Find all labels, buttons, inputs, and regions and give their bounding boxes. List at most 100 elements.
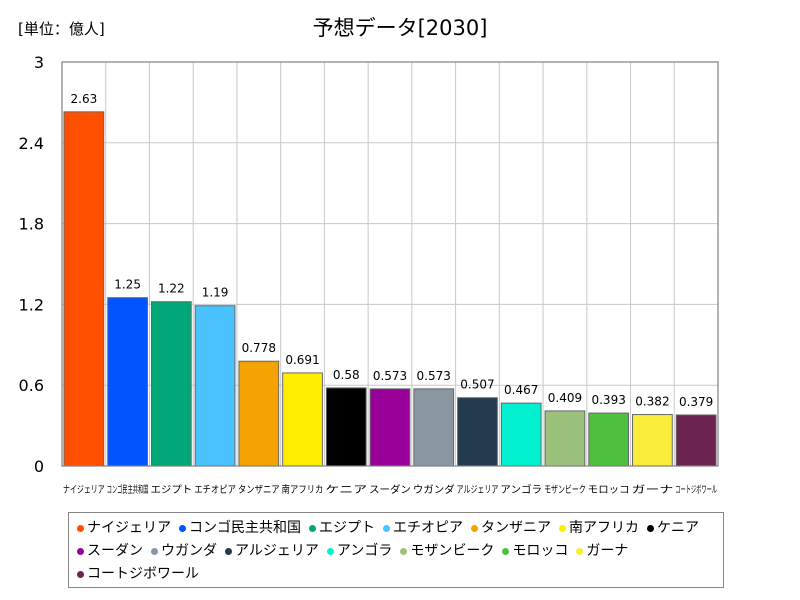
bar-value-label: 0.573: [373, 369, 407, 383]
legend-swatch: [77, 548, 84, 555]
bar: [282, 372, 323, 467]
legend-label: タンザニア: [481, 520, 551, 536]
x-tick-label: スーダン: [369, 483, 411, 496]
legend-item: タンザニア: [471, 519, 551, 538]
legend-label: アンゴラ: [336, 543, 393, 559]
legend-label: ナイジェリア: [87, 520, 171, 536]
legend-item: ケニア: [647, 519, 699, 538]
legend-item: 南アフリカ: [559, 519, 639, 538]
x-tick-label: ナイジェリア: [63, 484, 105, 496]
legend: ナイジェリア コンゴ民主共和国 エジプト エチオピア タンザニア 南アフリカ ケニアスーダン…: [68, 512, 724, 588]
legend-swatch: [225, 548, 232, 555]
bar-chart: 0 0.6 1.2 1.8 2.4 3 2.63 ナイジェリア 1.25 コンゴ民主共和国 1.22…: [19, 53, 719, 496]
bar: [588, 412, 630, 467]
bar: [107, 297, 148, 467]
bar-value-label: 0.379: [679, 395, 713, 409]
bar: [413, 388, 455, 467]
bar-value-label: 1.19: [202, 286, 229, 300]
legend-item: アンゴラ: [326, 542, 393, 561]
x-tick-label: ケニア: [325, 484, 367, 496]
bar: [457, 397, 498, 467]
y-tick-label: 0: [34, 457, 44, 476]
bar: [325, 387, 367, 467]
y-tick-label: 1.2: [19, 295, 44, 314]
unit-label: [単位：億人]: [18, 20, 105, 38]
x-tick-label: アルジェリア: [457, 485, 499, 496]
x-tick-label: アンゴラ: [500, 483, 542, 496]
legend-label: エチオピア: [393, 520, 463, 536]
legend-swatch: [576, 548, 584, 555]
legend-item: ガーナ: [576, 542, 628, 561]
x-tick-label: エジプト: [150, 484, 192, 496]
bar-value-label: 0.778: [242, 341, 276, 355]
x-tick-label: エチオピア: [194, 484, 236, 496]
x-tick-label: ウガンダ: [413, 483, 455, 496]
bar: [544, 410, 586, 467]
legend-swatch: [559, 525, 566, 532]
bar-value-label: 0.58: [333, 368, 360, 382]
legend-label: ケニア: [657, 520, 699, 536]
legend-swatch: [471, 525, 478, 532]
legend-label: アルジェリア: [235, 543, 319, 559]
bar: [500, 402, 542, 467]
legend-swatch: [326, 548, 334, 555]
bar-value-label: 0.382: [635, 395, 669, 409]
legend-label: コートジボワール: [87, 566, 199, 582]
legend-item: ナイジェリア: [77, 519, 171, 538]
legend-label: コンゴ民主共和国: [189, 520, 301, 536]
legend-item: コートジボワール: [77, 565, 199, 584]
legend-item: スーダン: [77, 542, 143, 561]
bar-value-label: 0.691: [285, 353, 319, 367]
y-tick-label: 3: [34, 53, 44, 72]
legend-swatch: [647, 525, 654, 532]
chart-title: 予想データ[2030]: [312, 16, 488, 40]
bar: [369, 388, 411, 467]
legend-swatch: [309, 525, 316, 532]
bar-value-label: 0.573: [417, 369, 451, 383]
legend-swatch: [179, 525, 186, 532]
legend-item: アルジェリア: [225, 542, 319, 561]
bar-value-label: 0.467: [504, 383, 538, 397]
legend-label: 南アフリカ: [569, 520, 639, 536]
bar: [675, 414, 717, 467]
x-tick-label: コートジボワール: [675, 484, 717, 496]
bar-value-label: 1.25: [114, 278, 141, 292]
y-tick-label: 2.4: [19, 134, 44, 153]
x-tick-label: ガーナ: [632, 484, 674, 496]
bar-value-label: 0.507: [460, 378, 494, 392]
legend-item: コンゴ民主共和国: [179, 519, 301, 538]
legend-label: ウガンダ: [161, 543, 217, 559]
legend-label: スーダン: [87, 543, 143, 559]
legend-swatch: [77, 571, 84, 578]
bar-value-label: 1.22: [158, 282, 185, 296]
x-tick-label: 南アフリカ: [282, 483, 324, 496]
bar-value-label: 2.63: [71, 92, 98, 106]
x-tick-label: タンザニア: [238, 484, 280, 496]
legend-item: エチオピア: [383, 519, 463, 538]
plot-frame: [61, 61, 719, 467]
bar: [194, 305, 236, 467]
y-tick-label: 0.6: [19, 376, 44, 395]
legend-swatch: [383, 525, 390, 532]
legend-swatch: [400, 548, 408, 555]
bar-value-label: 0.393: [591, 393, 625, 407]
legend-swatch: [151, 548, 158, 555]
x-tick-label: コンゴ民主共和国: [107, 483, 149, 496]
legend-label: エジプト: [319, 520, 375, 536]
legend-label: ガーナ: [586, 543, 629, 559]
legend-item: エジプト: [309, 519, 375, 538]
legend-item: モロッコ: [502, 542, 568, 561]
legend-label: モザンビーク: [410, 543, 495, 559]
bar: [150, 301, 192, 467]
legend-label: モロッコ: [512, 543, 569, 559]
legend-swatch: [502, 548, 510, 555]
bar: [238, 360, 280, 467]
bar: [632, 414, 673, 467]
legend-swatch: [77, 525, 84, 532]
bar-value-label: 0.409: [548, 391, 582, 405]
x-tick-label: モロッコ: [588, 485, 630, 496]
legend-item: ウガンダ: [151, 542, 217, 561]
x-tick-label: モザンビーク: [544, 484, 586, 496]
bar: [63, 111, 105, 467]
y-tick-label: 1.8: [19, 215, 44, 234]
